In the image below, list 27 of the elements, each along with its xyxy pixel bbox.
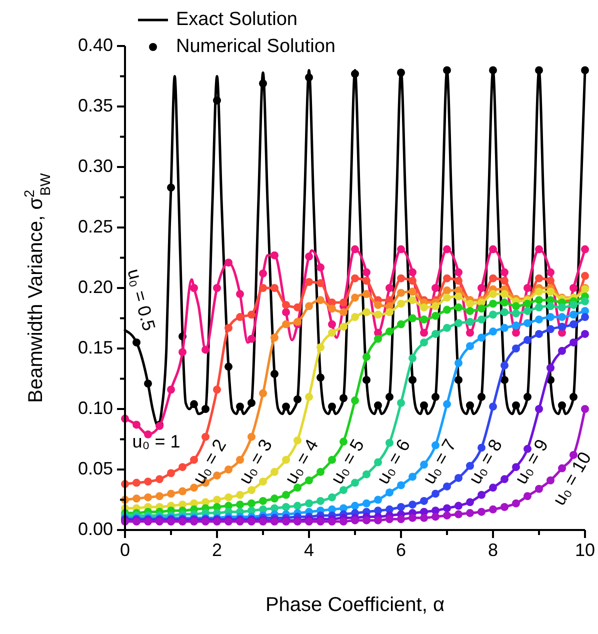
legend-label: Numerical Solution: [176, 36, 336, 58]
text: u₀ = 2: [188, 436, 230, 488]
text: u₀ = 5: [326, 436, 368, 488]
y-tick-label: 0.35: [78, 95, 113, 116]
text: u₀ = 6: [372, 436, 414, 488]
y-tick-label: 0.40: [78, 34, 113, 55]
y-tick-label: 0.00: [78, 518, 113, 539]
x-tick-label: 0: [120, 540, 130, 560]
y-tick-label: 0.05: [78, 458, 113, 478]
text: u₀ = 7: [418, 436, 460, 488]
y-tick-label: 0.10: [78, 398, 113, 418]
series-label: u₀ = 1: [132, 432, 180, 452]
text: Exact Solution: [176, 9, 298, 30]
text: u₀ = 0.5: [124, 266, 160, 333]
x-tick-label: 8: [488, 540, 498, 560]
y-tick-label: 0.25: [78, 216, 113, 236]
y-tick-label: 0.20: [78, 276, 113, 297]
x-tick-label: 6: [396, 540, 406, 560]
x-tick-label: 2: [212, 540, 222, 560]
x-tick-label: 4: [304, 540, 314, 560]
text: u₀ = 3: [234, 436, 276, 488]
text: u₀ = 4: [280, 436, 322, 488]
x-tick-label: 10: [574, 540, 596, 560]
text: u₀ = 8: [464, 436, 506, 488]
y-tick-label: 0.15: [78, 337, 113, 358]
y-tick-label: 0.30: [78, 156, 113, 176]
x-axis-title: Phase Coefficient, α: [265, 594, 445, 616]
